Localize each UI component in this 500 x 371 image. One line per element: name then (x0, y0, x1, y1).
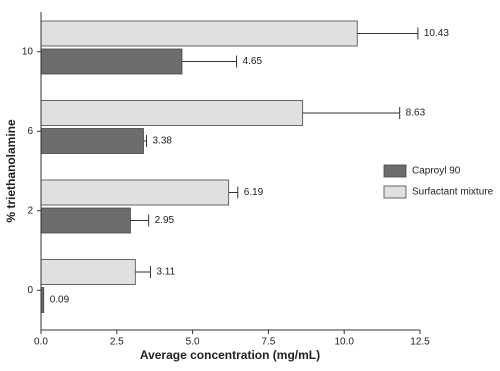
x-tick-label: 5.0 (186, 337, 200, 348)
x-tick-label: 12.5 (410, 337, 430, 348)
x-axis-label: Average concentration (mg/mL) (140, 348, 320, 362)
value-label: 3.38 (153, 136, 173, 147)
bar (40, 128, 144, 154)
value-label: 2.95 (155, 215, 175, 226)
y-tick-label: 6 (27, 126, 33, 137)
x-tick-label: 10.0 (334, 337, 354, 348)
y-tick-label: 10 (22, 46, 34, 57)
value-label: 8.63 (406, 108, 426, 119)
value-label: 6.19 (244, 187, 264, 198)
x-tick-label: 0.0 (34, 337, 48, 348)
value-label: 4.65 (243, 56, 263, 67)
bar (40, 207, 131, 234)
legend-label: Surfactant mixture (412, 187, 494, 198)
bar (40, 259, 136, 285)
bar (40, 179, 230, 206)
x-tick-label: 2.5 (110, 337, 124, 348)
value-label: 10.43 (424, 28, 449, 39)
legend-label: Caproyl 90 (412, 166, 461, 177)
y-axis-label: % triethanolamine (4, 119, 18, 223)
legend-swatch (383, 185, 407, 199)
bar (40, 100, 304, 126)
y-tick-label: 0 (27, 285, 33, 296)
bar (40, 48, 183, 75)
x-tick-label: 7.5 (261, 337, 275, 348)
bar (40, 20, 358, 47)
legend-swatch (383, 164, 407, 178)
y-tick-label: 2 (27, 205, 33, 216)
value-label: 0.09 (50, 295, 70, 306)
value-label: 3.11 (156, 267, 175, 278)
